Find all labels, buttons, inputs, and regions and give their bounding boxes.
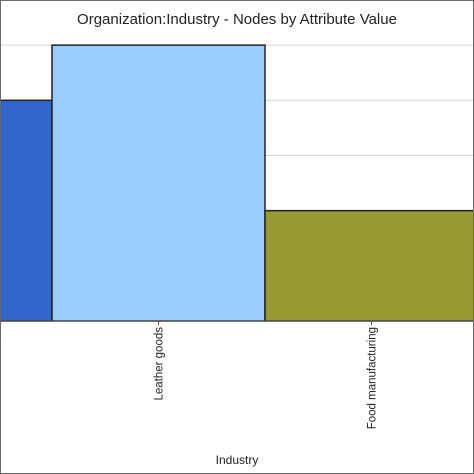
bar	[264, 209, 473, 322]
x-axis-label: Industry	[216, 453, 259, 467]
chart-title: Organization:Industry - Nodes by Attribu…	[77, 11, 397, 28]
bar	[51, 44, 266, 322]
x-tick-labels: Leather goods Food manufacturing	[154, 321, 379, 429]
bars	[1, 44, 473, 322]
x-tick-label: Leather goods	[154, 327, 166, 401]
bar	[1, 99, 53, 322]
x-tick-label: Food manufacturing	[367, 327, 379, 429]
